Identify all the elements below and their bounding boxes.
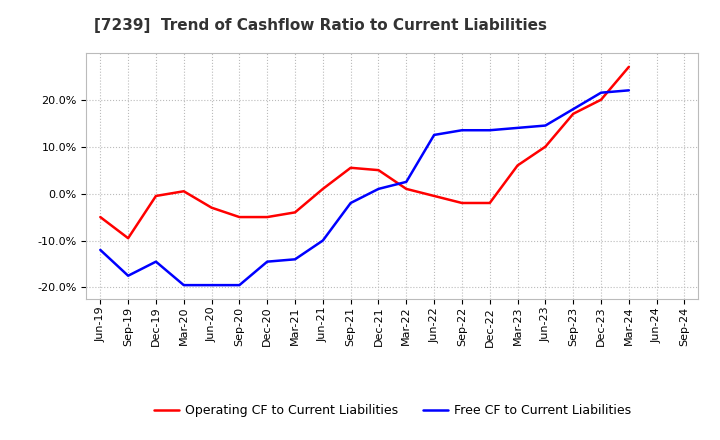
Free CF to Current Liabilities (624, 88, 633, 93)
Operating CF to Current Liabilities (402, 186, 410, 191)
Operating CF to Current Liabilities (569, 111, 577, 117)
Operating CF to Current Liabilities (263, 214, 271, 220)
Free CF to Current Liabilities (291, 257, 300, 262)
Operating CF to Current Liabilities (458, 200, 467, 205)
Free CF to Current Liabilities (541, 123, 550, 128)
Line: Free CF to Current Liabilities: Free CF to Current Liabilities (100, 90, 629, 285)
Legend: Operating CF to Current Liabilities, Free CF to Current Liabilities: Operating CF to Current Liabilities, Fre… (148, 399, 636, 422)
Free CF to Current Liabilities (569, 106, 577, 112)
Free CF to Current Liabilities (597, 90, 606, 95)
Operating CF to Current Liabilities (235, 214, 243, 220)
Text: [7239]  Trend of Cashflow Ratio to Current Liabilities: [7239] Trend of Cashflow Ratio to Curren… (94, 18, 546, 33)
Free CF to Current Liabilities (402, 179, 410, 184)
Operating CF to Current Liabilities (513, 163, 522, 168)
Operating CF to Current Liabilities (179, 189, 188, 194)
Free CF to Current Liabilities (458, 128, 467, 133)
Operating CF to Current Liabilities (291, 210, 300, 215)
Operating CF to Current Liabilities (96, 214, 104, 220)
Free CF to Current Liabilities (96, 247, 104, 253)
Free CF to Current Liabilities (235, 282, 243, 288)
Line: Operating CF to Current Liabilities: Operating CF to Current Liabilities (100, 67, 629, 238)
Free CF to Current Liabilities (346, 200, 355, 205)
Operating CF to Current Liabilities (318, 186, 327, 191)
Free CF to Current Liabilities (152, 259, 161, 264)
Operating CF to Current Liabilities (485, 200, 494, 205)
Free CF to Current Liabilities (430, 132, 438, 138)
Operating CF to Current Liabilities (597, 97, 606, 103)
Free CF to Current Liabilities (513, 125, 522, 131)
Free CF to Current Liabilities (374, 186, 383, 191)
Operating CF to Current Liabilities (624, 64, 633, 70)
Free CF to Current Liabilities (207, 282, 216, 288)
Operating CF to Current Liabilities (207, 205, 216, 210)
Free CF to Current Liabilities (124, 273, 132, 279)
Operating CF to Current Liabilities (374, 168, 383, 173)
Operating CF to Current Liabilities (430, 193, 438, 198)
Free CF to Current Liabilities (179, 282, 188, 288)
Free CF to Current Liabilities (485, 128, 494, 133)
Operating CF to Current Liabilities (541, 144, 550, 149)
Free CF to Current Liabilities (318, 238, 327, 243)
Operating CF to Current Liabilities (346, 165, 355, 170)
Operating CF to Current Liabilities (152, 193, 161, 198)
Free CF to Current Liabilities (263, 259, 271, 264)
Operating CF to Current Liabilities (124, 235, 132, 241)
